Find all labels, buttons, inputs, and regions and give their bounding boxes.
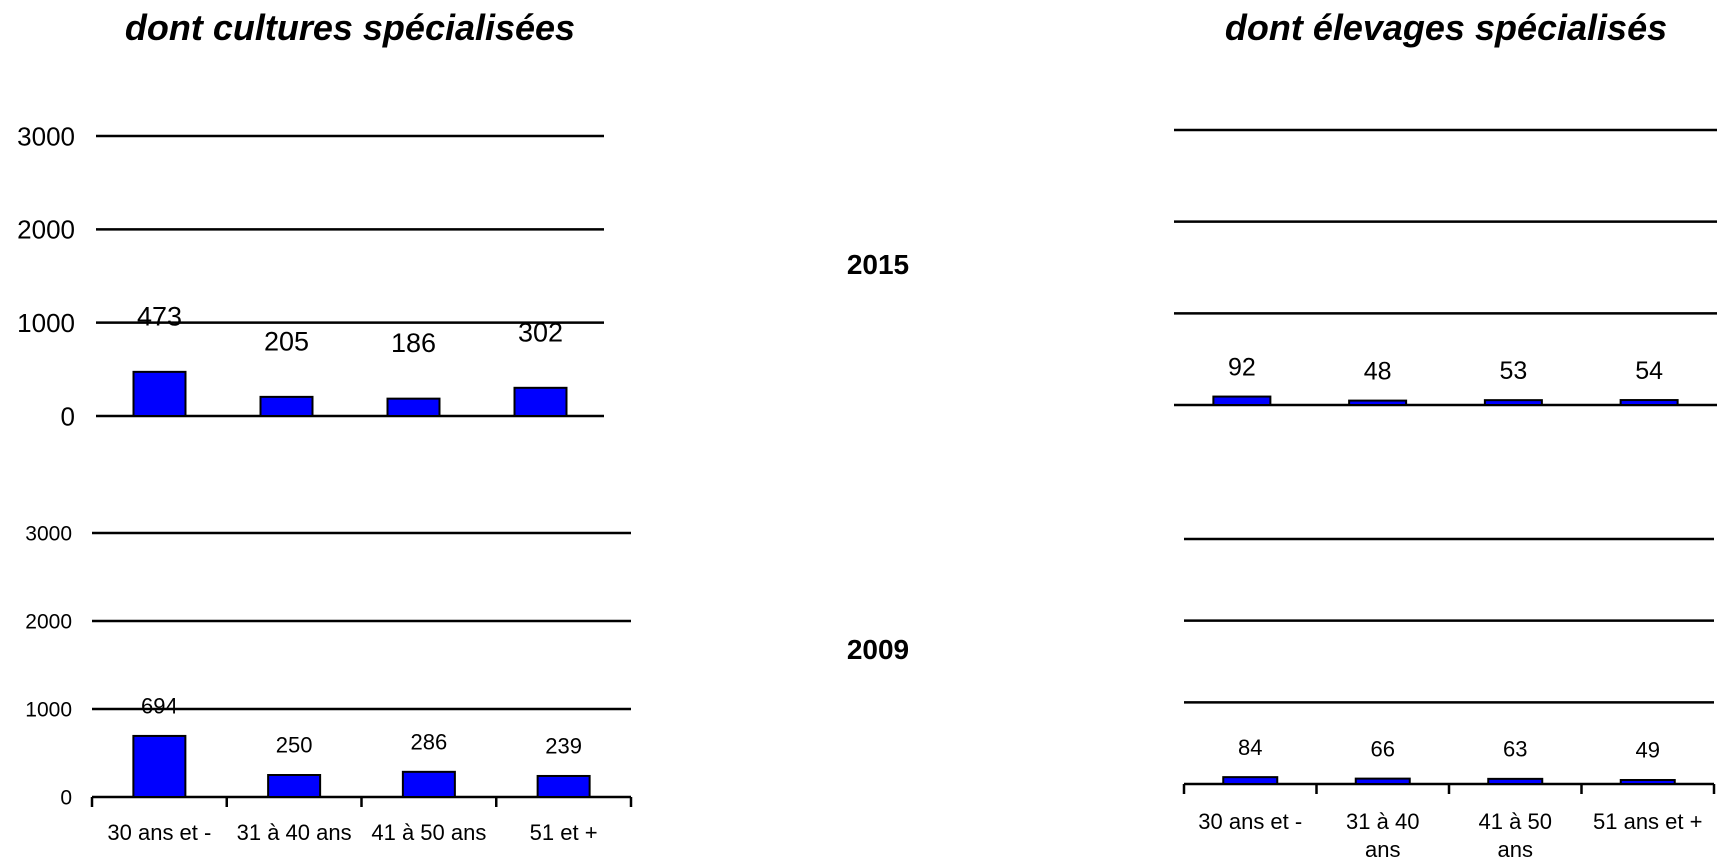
chart-elevages-2009: 84 30 ans et - 66 31 à 40 ans 63 41 à 50 ans 49 5…	[1182, 537, 1716, 862]
data-label: 302	[518, 317, 563, 347]
x-tick-label: 31 à 40 ans	[237, 820, 352, 845]
data-label: 48	[1364, 357, 1392, 385]
data-label: 473	[137, 301, 182, 331]
x-tick-label: 51 et +	[530, 820, 598, 845]
bar-1	[1212, 395, 1272, 407]
bar-4	[513, 386, 568, 417]
x-tick-label: 30 ans et -	[1198, 809, 1302, 834]
data-label: 84	[1238, 735, 1262, 760]
bar-3	[401, 770, 456, 798]
title-right: dont élevages spécialisés	[1225, 7, 1667, 48]
bar-1	[1222, 776, 1279, 786]
bar-3	[1487, 777, 1544, 785]
y-tick-label: 3000	[17, 121, 75, 151]
y-tick-label: 3000	[25, 523, 72, 546]
title-left: dont cultures spécialisées	[125, 7, 575, 48]
x-tick-label: 30 ans et -	[107, 820, 211, 845]
x-tick-label: 41 à 50 ans	[371, 820, 486, 845]
bar-1	[132, 370, 187, 417]
bar-2	[1348, 399, 1408, 407]
data-label: 92	[1228, 353, 1256, 381]
data-label: 54	[1635, 357, 1663, 385]
y-tick-label: 2000	[17, 215, 75, 245]
y-tick-label: 1000	[25, 699, 72, 722]
bar-3	[1483, 399, 1543, 406]
bar-2	[259, 395, 314, 418]
data-label: 186	[391, 328, 436, 358]
bar-3	[386, 397, 441, 418]
y-tick-label: 1000	[17, 308, 75, 338]
x-tick-label: 41 à 50 ans	[1479, 809, 1552, 862]
bar-4	[1619, 778, 1676, 786]
data-label: 66	[1371, 736, 1395, 761]
year-label-top: 2015	[847, 249, 909, 280]
year-label-bottom: 2009	[847, 634, 909, 665]
bar-1	[132, 734, 187, 798]
y-tick-label: 0	[60, 787, 72, 810]
data-label: 205	[264, 326, 309, 356]
data-label: 694	[141, 694, 178, 719]
data-label: 49	[1636, 738, 1660, 763]
y-tick-label: 2000	[25, 611, 72, 634]
bar-2	[267, 774, 322, 798]
data-label: 239	[545, 734, 582, 759]
bar-2	[1354, 777, 1411, 785]
chart-elevages-2015: 92 48 53 54	[1174, 128, 1717, 407]
x-tick-label: 31 à 40 ans	[1346, 809, 1419, 862]
data-label: 286	[411, 730, 448, 755]
chart-cultures-2009: 0 1000 2000 3000 694 30 ans et - 250 31 à 40 an…	[25, 523, 633, 845]
x-tick-label: 51 ans et +	[1593, 809, 1702, 834]
chart-panels: 0 1000 2000 3000 473 205 186 302 0 1000 2000 3000 69…	[17, 121, 1717, 862]
data-label: 250	[276, 733, 313, 758]
bar-4	[1619, 399, 1679, 406]
data-label: 53	[1499, 357, 1527, 385]
y-tick-label: 0	[61, 401, 75, 431]
chart-cultures-2015: 0 1000 2000 3000 473 205 186 302	[17, 121, 604, 431]
data-label: 63	[1503, 737, 1527, 762]
bar-4	[536, 774, 591, 799]
